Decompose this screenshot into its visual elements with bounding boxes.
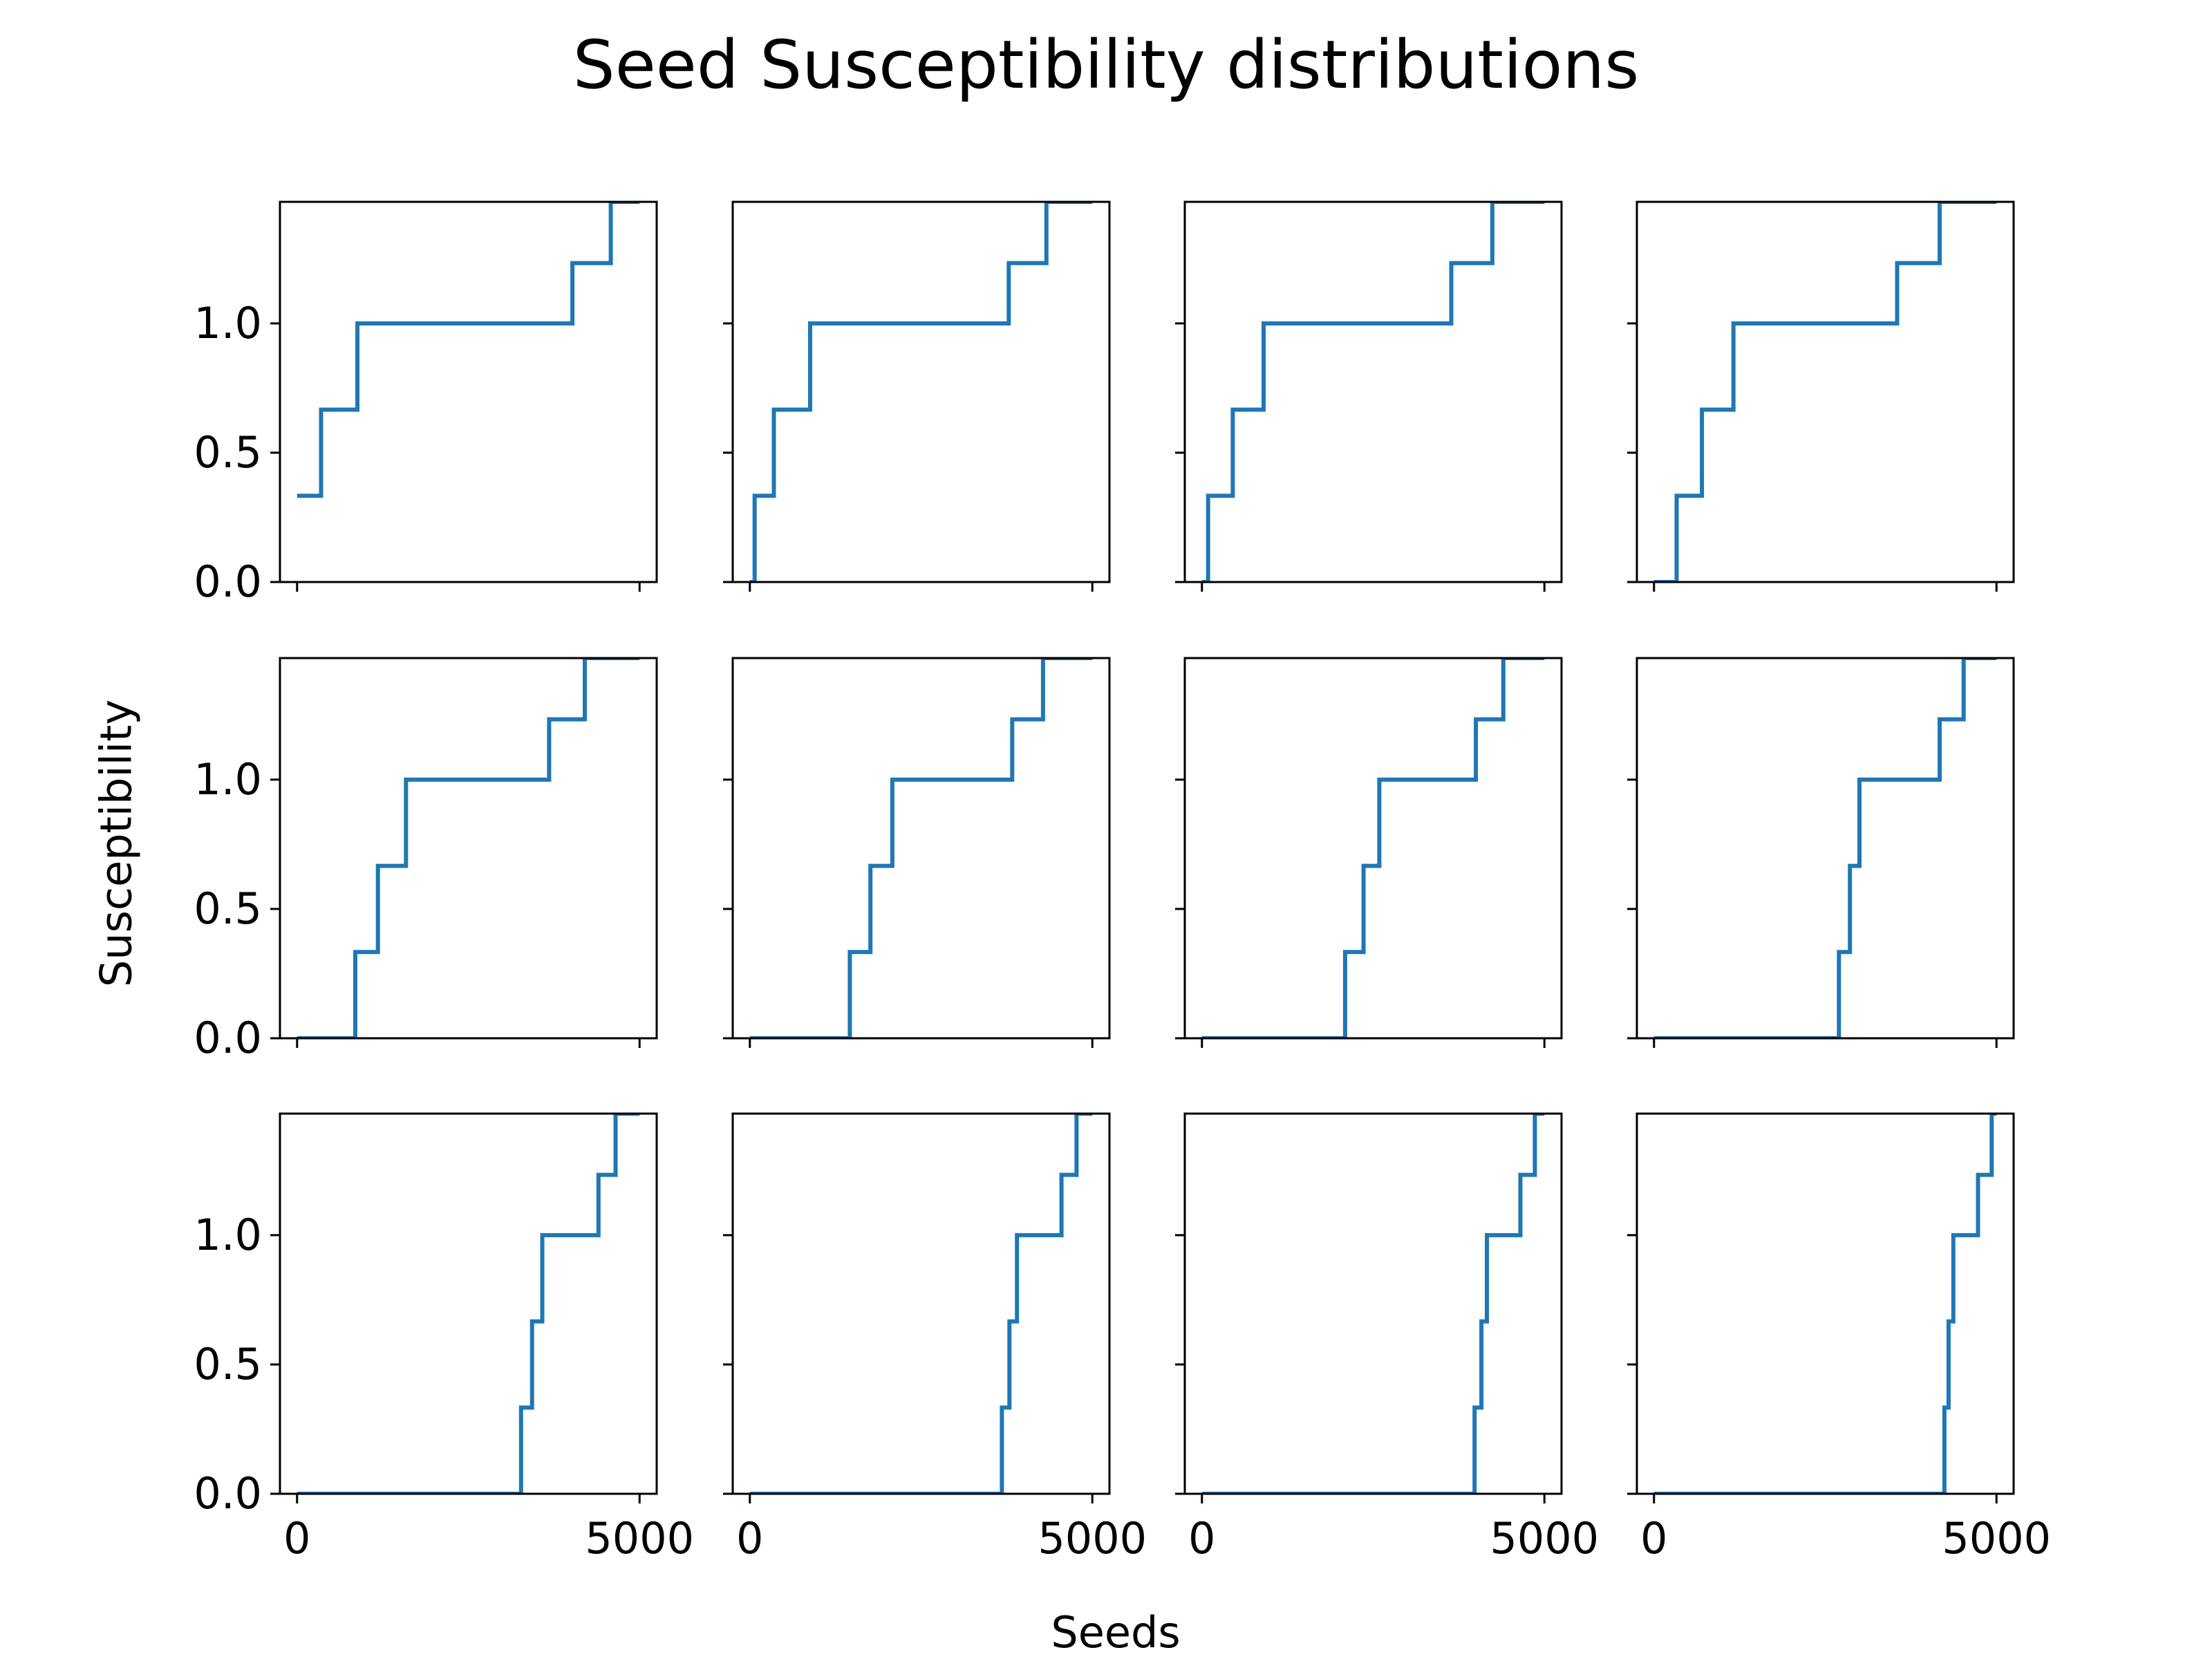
figure-title: Seed Susceptibility distributions (572, 26, 1640, 104)
axes-frame (731, 657, 1111, 1040)
axes-frame (1635, 657, 2015, 1040)
y-tick-label: 0.5 (194, 883, 262, 934)
y-tick-label: 0.5 (194, 427, 262, 478)
subplot-3-4: 0 5000 (1627, 1112, 2051, 1564)
y-tick-label: 1.0 (194, 1210, 262, 1260)
step-series-line (1653, 658, 1997, 1038)
subplot-3-3: 0 5000 (1175, 1112, 1599, 1564)
step-series-line (749, 1114, 1093, 1494)
step-series-line (297, 202, 640, 498)
x-tick-label: 0 (736, 1513, 763, 1564)
axes-frame (731, 200, 1111, 583)
step-series-line (1201, 658, 1545, 1038)
step-series-line (1201, 202, 1545, 582)
step-series-line (297, 1114, 640, 1494)
step-series-line (1653, 202, 1997, 582)
x-tick-label: 5000 (1038, 1513, 1147, 1564)
subplot-1-3 (1175, 200, 1563, 592)
axes-frame (279, 1112, 658, 1495)
x-tick-label: 5000 (1942, 1513, 2051, 1564)
subplot-1-1: 0.0 0.5 1.0 (194, 200, 658, 607)
subplot-3-1: 0.0 0.5 1.0 0 5000 (194, 1112, 694, 1564)
axes-frame (1183, 1112, 1563, 1495)
x-tick-label: 0 (1188, 1513, 1215, 1564)
subplot-3-2: 0 5000 (723, 1112, 1147, 1564)
subplot-2-4 (1627, 657, 2015, 1048)
axes-frame (1183, 200, 1563, 583)
axes-frame (1635, 200, 2015, 583)
y-tick-label: 1.0 (194, 298, 262, 348)
x-tick-label: 5000 (585, 1513, 694, 1564)
y-tick-label: 0.5 (194, 1339, 262, 1389)
axes-frame (1635, 1112, 2015, 1495)
subplot-2-3 (1175, 657, 1563, 1048)
y-tick-label: 0.0 (194, 556, 262, 607)
y-axis-label: Susceptibility (91, 699, 142, 988)
subplot-1-4 (1627, 200, 2015, 592)
x-tick-label: 0 (1640, 1513, 1667, 1564)
x-axis-label: Seeds (1051, 1607, 1181, 1658)
subplot-1-2 (723, 200, 1111, 592)
y-tick-label: 1.0 (194, 754, 262, 805)
step-series-line (1653, 1114, 1997, 1494)
axes-frame (279, 200, 658, 583)
step-series-line (1201, 1114, 1545, 1494)
axes-frame (279, 657, 658, 1040)
step-series-line (297, 658, 640, 1038)
y-tick-label: 0.0 (194, 1013, 262, 1063)
step-series-line (749, 658, 1093, 1038)
x-tick-label: 0 (283, 1513, 310, 1564)
axes-frame (1183, 657, 1563, 1040)
subplot-2-1: 0.0 0.5 1.0 (194, 657, 658, 1063)
axes-frame (731, 1112, 1111, 1495)
step-series-line (749, 202, 1093, 582)
y-tick-label: 0.0 (194, 1468, 262, 1519)
subplot-2-2 (723, 657, 1111, 1048)
x-tick-label: 5000 (1490, 1513, 1599, 1564)
